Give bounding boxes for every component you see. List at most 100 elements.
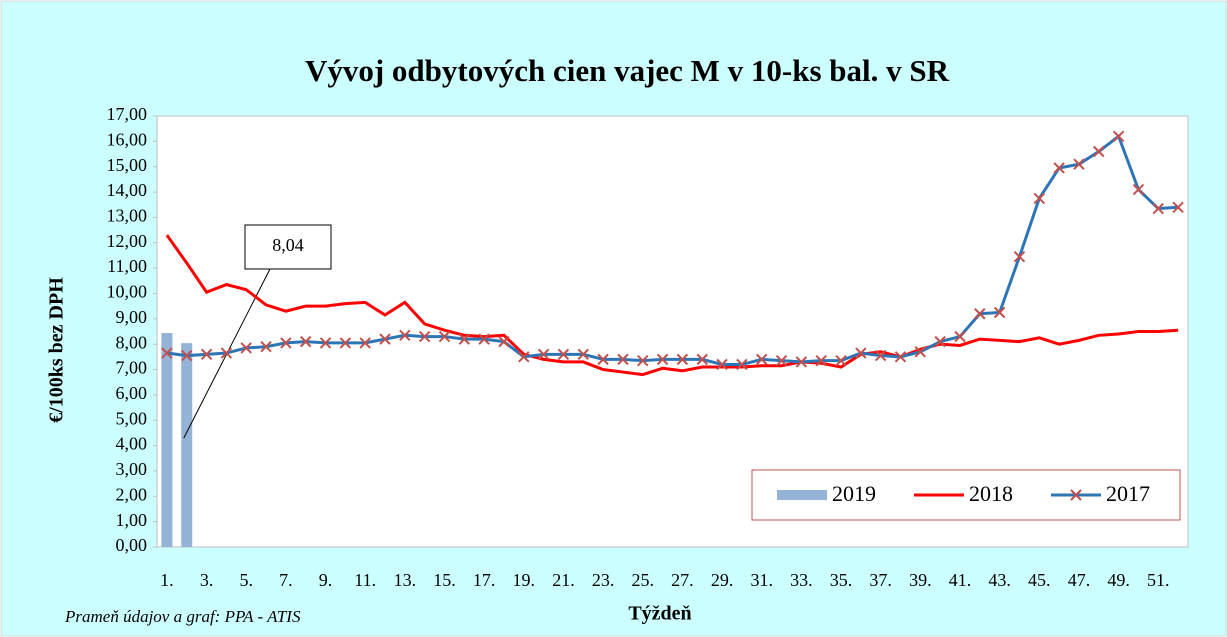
y-tick-label: 15,00 (107, 155, 148, 175)
x-tick-label: 37. (869, 570, 892, 590)
marker (240, 342, 252, 354)
x-tick-label: 15. (433, 570, 456, 590)
x-tick-label: 13. (394, 570, 417, 590)
marker (299, 335, 312, 348)
y-tick-label: 10,00 (107, 282, 148, 302)
x-tick-label: 33. (790, 570, 813, 590)
y-tick-label: 9,00 (116, 307, 148, 327)
marker (736, 358, 748, 371)
x-tick-label: 17. (473, 570, 496, 590)
y-axis-label: €/100ks bez DPH (46, 277, 68, 423)
legend-label: 2018 (969, 481, 1013, 506)
y-tick-label: 16,00 (107, 129, 148, 149)
bar (161, 333, 173, 547)
marker (498, 335, 510, 348)
marker (399, 329, 411, 342)
marker (756, 353, 768, 366)
marker (954, 330, 966, 343)
marker (815, 354, 827, 367)
marker (835, 354, 847, 367)
marker (557, 348, 570, 361)
marker (934, 335, 946, 348)
marker (319, 337, 332, 349)
marker (379, 333, 391, 345)
x-tick-label: 43. (988, 570, 1011, 590)
marker (478, 333, 490, 345)
y-tick-label: 2,00 (116, 484, 148, 504)
data-label: 8,04 (272, 235, 304, 255)
y-tick-label: 0,00 (116, 535, 148, 555)
y-tick-label: 6,00 (116, 383, 148, 403)
marker (537, 348, 550, 361)
x-tick-label: 25. (632, 570, 655, 590)
chart-title: Vývoj odbytových cien vajec M v 10-ks ba… (305, 53, 950, 88)
marker (974, 308, 986, 320)
marker (656, 353, 669, 366)
marker (1112, 130, 1125, 142)
x-tick-label: 41. (949, 570, 972, 590)
x-tick-label: 5. (239, 570, 253, 590)
x-tick-label: 39. (909, 570, 932, 590)
marker (438, 330, 451, 343)
legend-label: 2019 (832, 481, 876, 506)
x-tick-label: 7. (279, 570, 293, 590)
y-tick-label: 14,00 (107, 180, 148, 200)
marker (795, 356, 808, 368)
x-tick-label: 11. (354, 570, 376, 590)
marker (617, 353, 629, 366)
marker (676, 353, 689, 366)
marker (181, 349, 193, 362)
marker (1053, 162, 1065, 174)
marker (518, 351, 530, 363)
marker (458, 333, 471, 345)
x-tick-label: 45. (1028, 570, 1051, 590)
line (165, 234, 1179, 377)
marker (1013, 251, 1026, 263)
marker (775, 354, 788, 367)
marker (359, 337, 371, 349)
y-tick-label: 1,00 (116, 510, 148, 530)
marker (1132, 183, 1145, 196)
legend-swatch (777, 490, 827, 500)
legend-marker (1070, 489, 1082, 501)
marker (1172, 201, 1184, 213)
x-tick-label: 35. (830, 570, 853, 590)
marker (280, 337, 292, 349)
marker (914, 346, 927, 358)
marker (855, 347, 867, 359)
y-tick-label: 17,00 (107, 104, 148, 124)
marker (1073, 158, 1085, 170)
legend-label: 2017 (1106, 481, 1150, 506)
y-tick-label: 13,00 (107, 206, 148, 226)
bar (181, 343, 193, 547)
marker (220, 347, 233, 359)
marker (1033, 192, 1046, 205)
marker (993, 306, 1006, 319)
marker (874, 349, 887, 362)
y-tick-label: 12,00 (107, 231, 148, 251)
x-tick-label: 29. (711, 570, 734, 590)
x-tick-label: 27. (671, 570, 694, 590)
y-tick-label: 8,00 (116, 332, 148, 352)
marker (418, 330, 431, 343)
x-tick-label: 19. (513, 570, 536, 590)
marker (637, 354, 649, 367)
marker (339, 337, 352, 349)
marker (260, 341, 272, 353)
y-tick-label: 7,00 (116, 358, 148, 378)
marker (1093, 145, 1105, 158)
x-tick-label: 47. (1068, 570, 1091, 590)
marker (161, 347, 173, 359)
x-tick-label: 23. (592, 570, 615, 590)
x-tick-label: 1. (160, 570, 174, 590)
x-tick-label: 3. (200, 570, 214, 590)
y-tick-label: 3,00 (116, 459, 148, 479)
y-tick-label: 4,00 (116, 434, 148, 454)
marker (696, 353, 708, 366)
x-tick-label: 9. (319, 570, 333, 590)
line (166, 133, 1179, 366)
x-tick-label: 51. (1147, 570, 1170, 590)
x-tick-label: 21. (552, 570, 575, 590)
